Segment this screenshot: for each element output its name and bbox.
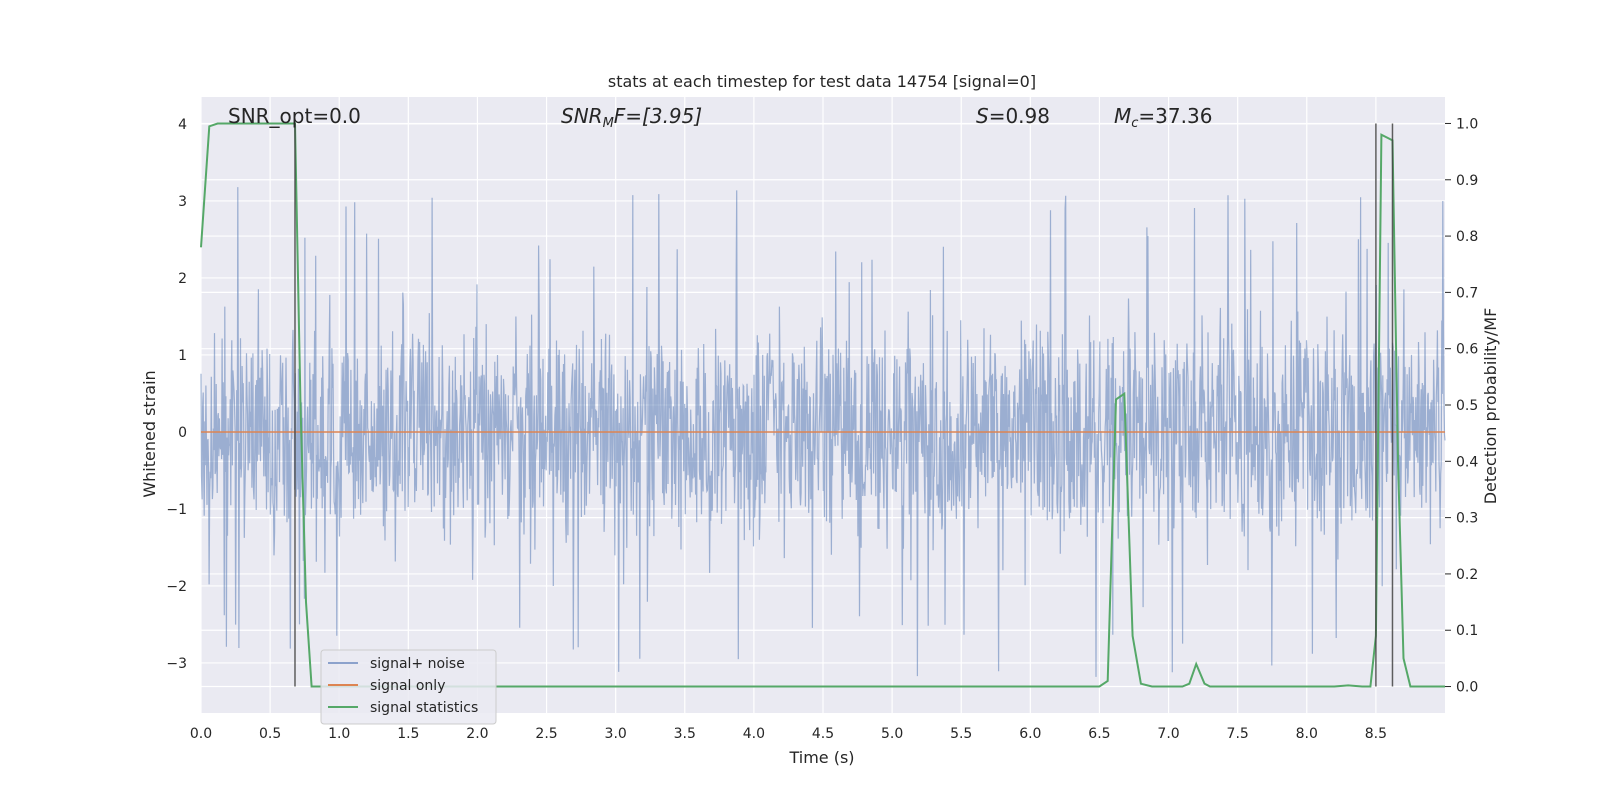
- y-tick-label: −1: [166, 502, 187, 518]
- chart-title: stats at each timestep for test data 147…: [608, 72, 1036, 91]
- vertical-markers: [294, 123, 1394, 687]
- x-tick-label: 2.5: [535, 726, 557, 742]
- annotation-snr-opt: SNR_opt=0.0: [228, 104, 361, 128]
- y-tick-label: 2: [178, 271, 187, 287]
- y-tick-label: −2: [166, 579, 187, 595]
- annotation-snr-mf: SNRMF=[3.95]: [561, 104, 702, 131]
- y2-tick-label: 0.4: [1456, 454, 1478, 470]
- x-axis-label: Time (s): [788, 748, 854, 767]
- annotation-snr-mf-prefix: SNR: [561, 104, 603, 128]
- x-tick-label: 0.0: [190, 726, 212, 742]
- annotation-s-suffix: =0.98: [989, 104, 1050, 128]
- annotation-mc-suffix: =37.36: [1138, 104, 1212, 128]
- y2-tick-label: 0.3: [1456, 511, 1478, 527]
- y-tick-label: 3: [178, 194, 187, 210]
- x-tick-label: 6.0: [1019, 726, 1041, 742]
- x-tick-label: 1.0: [328, 726, 350, 742]
- annotation-snr-mf-sub: M: [603, 116, 614, 131]
- annotation-s-prefix: S: [976, 104, 989, 128]
- x-tick-label: 8.5: [1365, 726, 1387, 742]
- x-axis-ticks: 0.0 0.5 1.0 1.5 2.0 2.5 3.0 3.5 4.0 4.5 5.0 5.5 6.0 6…: [190, 726, 1387, 742]
- legend-label-signal-statistics: signal statistics: [370, 700, 478, 716]
- y-tick-label: 4: [178, 117, 187, 133]
- series-signal-statistics: [200, 122, 1445, 688]
- annotation-snr-mf-suffix: F=[3.95]: [614, 104, 702, 128]
- legend-box: [320, 649, 497, 725]
- y-tick-label: −3: [166, 656, 187, 672]
- line-signal-statistics: [200, 122, 1445, 688]
- y2-axis-ticks: 0.0 0.1 0.2 0.3 0.4 0.5 0.6 0.7 0.8 0.9 1.0: [1445, 116, 1478, 696]
- y2-tick-label: 0.6: [1456, 342, 1478, 358]
- x-tick-label: 0.5: [259, 726, 281, 742]
- x-tick-label: 7.0: [1157, 726, 1179, 742]
- y2-tick-label: 0.7: [1456, 285, 1478, 301]
- x-tick-label: 5.5: [950, 726, 972, 742]
- x-tick-label: 6.5: [1088, 726, 1110, 742]
- x-tick-label: 4.5: [812, 726, 834, 742]
- annotation-mc-prefix: M: [1114, 104, 1131, 128]
- x-tick-label: 1.5: [397, 726, 419, 742]
- legend: signal+ noise signal only signal statist…: [320, 649, 497, 725]
- x-tick-label: 3.0: [605, 726, 627, 742]
- y2-tick-label: 0.1: [1456, 623, 1478, 639]
- y-axis-ticks: −3 −2 −1 0 1 2 3 4: [166, 117, 187, 672]
- y2-tick-label: 0.0: [1456, 680, 1478, 696]
- y-axis-label: Whitened strain: [140, 370, 159, 497]
- x-tick-label: 2.0: [466, 726, 488, 742]
- y-tick-label: 1: [178, 348, 187, 364]
- x-tick-label: 5.0: [881, 726, 903, 742]
- x-tick-label: 7.5: [1227, 726, 1249, 742]
- x-tick-label: 4.0: [743, 726, 765, 742]
- legend-label-signal-plus-noise: signal+ noise: [370, 656, 465, 672]
- y2-axis-label: Detection probability/MF: [1481, 308, 1500, 505]
- line-signal-plus-noise: [200, 187, 1446, 677]
- y2-tick-label: 0.2: [1456, 567, 1478, 583]
- y-tick-label: 0: [178, 425, 187, 441]
- x-tick-label: 3.5: [674, 726, 696, 742]
- y2-tick-label: 0.8: [1456, 229, 1478, 245]
- x-tick-label: 8.0: [1296, 726, 1318, 742]
- series-signal-plus-noise: [200, 187, 1446, 677]
- annotation-s: S=0.98: [976, 104, 1050, 128]
- y2-tick-label: 0.9: [1456, 173, 1478, 189]
- annotation-mc-sub: c: [1131, 116, 1138, 131]
- y2-tick-label: 1.0: [1456, 116, 1478, 132]
- legend-label-signal-only: signal only: [370, 678, 445, 694]
- y2-tick-label: 0.5: [1456, 398, 1478, 414]
- annotation-mc: Mc=37.36: [1114, 104, 1212, 131]
